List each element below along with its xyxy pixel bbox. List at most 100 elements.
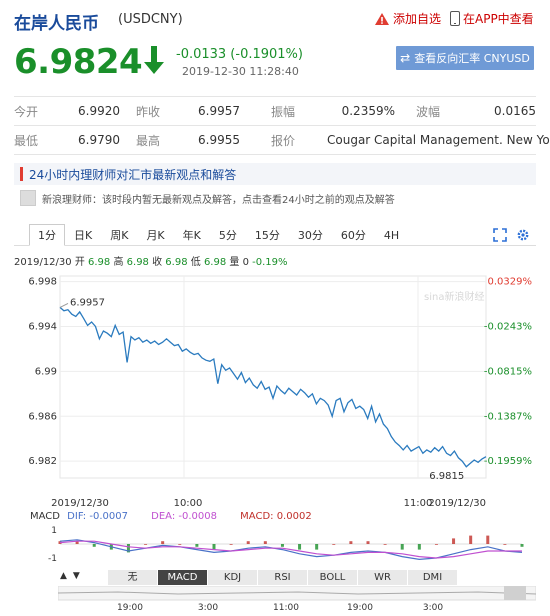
fullscreen-icon[interactable]: [493, 228, 507, 242]
price-chart[interactable]: 6.998 0.0329% 6.994 -0.0243% 6.99 -0.0815% 6.9…: [14, 272, 536, 508]
news-item[interactable]: 新浪理财师：该时段内暂无最新观点及解答，点击查看24小时之前的观点及解答: [14, 188, 536, 208]
pct-tick-label: -0.0815%: [484, 366, 532, 377]
time-navigator[interactable]: 19:00 3:00 11:00 19:00 3:00: [58, 586, 536, 612]
ohlc-close: 6.98: [165, 257, 188, 268]
tab-1min[interactable]: 1分: [29, 224, 65, 246]
stats-row: 今开 6.9920 昨收 6.9957 振幅 0.2359% 波幅 0.0165: [14, 97, 536, 126]
macd-bar: [349, 541, 353, 544]
stat-value: 0.2359%: [341, 104, 395, 118]
quote-timestamp: 2019-12-30 11:28:40: [182, 65, 299, 78]
settings-icon[interactable]: [516, 228, 530, 242]
indicator-rsi[interactable]: RSI: [258, 570, 308, 585]
macd-bar: [383, 544, 387, 545]
high-marker-line: [59, 302, 69, 308]
indicator-macd[interactable]: MACD: [158, 570, 208, 585]
navigator-label: 19:00: [117, 603, 143, 612]
y-tick-label: 6.982: [28, 456, 57, 467]
accent-bar: [20, 167, 23, 181]
macd-chart: 1 -1: [48, 526, 524, 564]
tab-15min[interactable]: 15分: [254, 229, 280, 242]
news-item-text: 新浪理财师：该时段内暂无最新观点及解答，点击查看24小时之前的观点及解答: [42, 194, 395, 206]
macd-bar: [263, 541, 267, 544]
add-favorite-button[interactable]: 添加自选: [374, 10, 441, 27]
y-tick-label: 6.986: [28, 411, 57, 422]
stat-label: 最高: [136, 133, 161, 148]
stat-label: 报价: [271, 133, 296, 148]
dif-line: [59, 539, 523, 561]
macd-bar: [486, 535, 490, 544]
tabs-divider: [14, 245, 536, 246]
macd-bar: [75, 541, 79, 544]
macd-bar: [434, 544, 438, 545]
stat-label: 今开: [14, 104, 39, 119]
stat-label: 昨收: [136, 104, 161, 119]
ohlc-high-label: 高: [113, 257, 124, 268]
indicator-scroll: ▲ ▼: [60, 571, 80, 581]
macd-bar: [126, 544, 130, 553]
indicator-kdj[interactable]: KDJ: [208, 570, 258, 585]
stat-value: 6.9790: [78, 133, 120, 147]
macd-bar: [212, 544, 216, 550]
macd-bar: [520, 544, 524, 547]
macd-bar: [452, 538, 456, 544]
tab-60min[interactable]: 60分: [340, 229, 366, 242]
high-marker: 6.9957: [70, 297, 105, 308]
pct-tick-label: -0.1387%: [484, 411, 532, 422]
current-price: 6.9824: [14, 42, 143, 82]
tab-5min[interactable]: 5分: [218, 229, 237, 242]
x-tick-label: 10:00: [174, 498, 203, 508]
avatar: [20, 190, 36, 206]
indicator-boll[interactable]: BOLL: [308, 570, 358, 585]
stat-label: 波幅: [416, 104, 441, 119]
ohlc-vol: 0: [242, 257, 249, 268]
tab-daily[interactable]: 日K: [74, 229, 93, 242]
tab-30min[interactable]: 30分: [297, 229, 323, 242]
x-tick-label: 2019/12/30: [51, 498, 109, 508]
indicator-dmi[interactable]: DMI: [408, 570, 458, 585]
view-in-app-button[interactable]: 在APP中查看: [450, 10, 534, 27]
macd-bar: [246, 541, 250, 544]
ohlc-readout: 2019/12/30 开 6.98 高 6.98 收 6.98 低 6.98 量…: [14, 253, 288, 268]
dea-readout: DEA: -0.0008: [151, 511, 217, 522]
scroll-down-icon[interactable]: ▼: [72, 571, 80, 581]
stat-value: 6.9957: [198, 104, 240, 118]
reverse-rate-button[interactable]: ⇄ 查看反向汇率 CNYUSD: [396, 46, 534, 70]
add-favorite-label: 添加自选: [393, 12, 442, 26]
macd-bar: [58, 541, 62, 544]
indicator-none[interactable]: 无: [108, 570, 158, 585]
dea-line: [59, 540, 522, 559]
macd-bar: [195, 544, 199, 547]
macd-bar: [280, 544, 284, 547]
phone-icon: [450, 11, 460, 26]
stats-table: 今开 6.9920 昨收 6.9957 振幅 0.2359% 波幅 0.0165…: [14, 96, 550, 155]
ohlc-low-label: 低: [190, 257, 201, 268]
pct-tick-label: -0.1959%: [484, 456, 532, 467]
macd-bar: [469, 535, 473, 544]
news-heading[interactable]: 24小时内理财师对汇市最新观点和解答: [14, 163, 536, 185]
tab-monthly[interactable]: 月K: [146, 229, 165, 242]
navigator-line: [58, 591, 536, 595]
navigator-label: 3:00: [423, 603, 443, 612]
macd-legend: MACD DIF: -0.0007 DEA: -0.0008 MACD: 0.0…: [30, 511, 312, 522]
pct-tick-label: -0.0243%: [484, 322, 532, 333]
stat-label: 振幅: [271, 104, 296, 119]
navigator-track: [58, 586, 536, 601]
tab-4h[interactable]: 4H: [383, 229, 400, 242]
indicator-wr[interactable]: WR: [358, 570, 408, 585]
macd-bar: [92, 544, 96, 547]
stats-row: 最低 6.9790 最高 6.9955 报价 Cougar Capital Ma…: [14, 126, 550, 155]
low-marker: 6.9815: [429, 471, 464, 482]
macd-bar: [503, 544, 507, 545]
currency-code: (USDCNY): [118, 12, 183, 27]
scroll-up-icon[interactable]: ▲: [60, 571, 67, 581]
ohlc-high: 6.98: [126, 257, 149, 268]
y-tick-label: 6.994: [28, 322, 57, 333]
ohlc-date: 2019/12/30: [14, 257, 72, 268]
tab-yearly[interactable]: 年K: [182, 229, 201, 242]
y-tick-label: 6.998: [28, 277, 57, 288]
macd-bar: [161, 541, 165, 544]
macd-bar: [315, 544, 319, 550]
tab-weekly[interactable]: 周K: [110, 229, 129, 242]
macd-readout: MACD: 0.0002: [240, 511, 312, 522]
watermark: sina新浪财经: [424, 290, 484, 303]
